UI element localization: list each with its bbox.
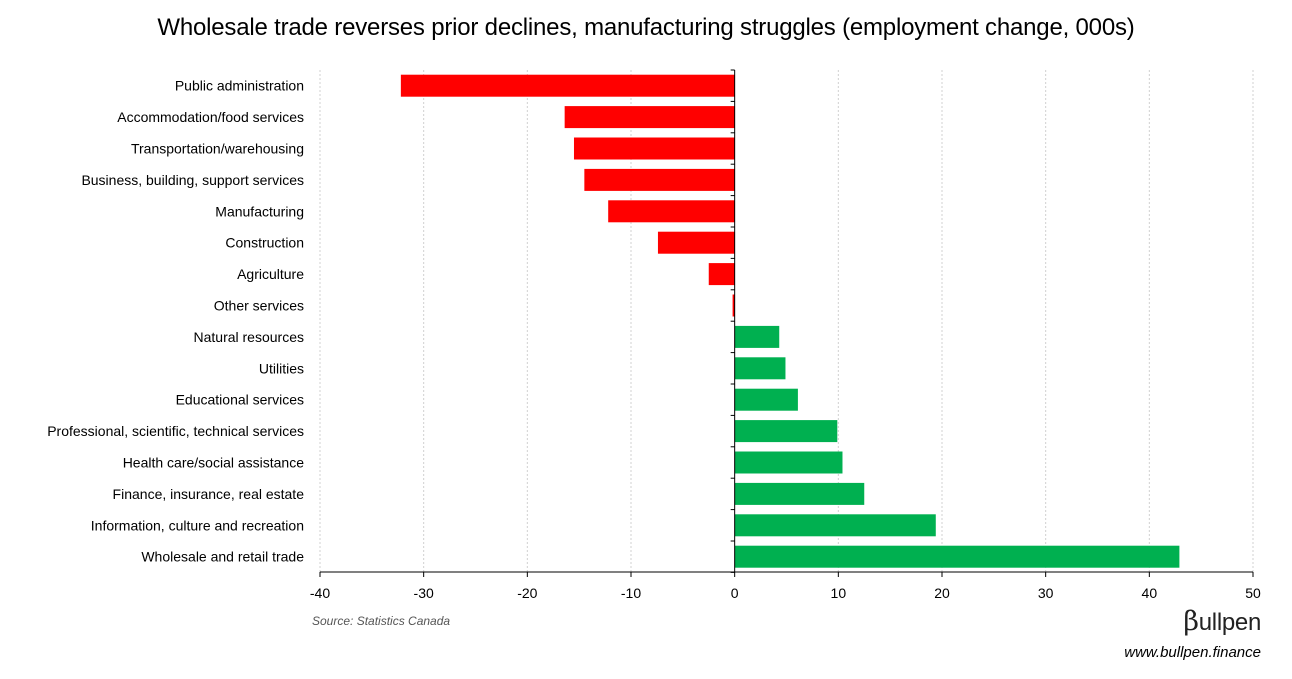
bar — [584, 168, 735, 191]
brand-url: www.bullpen.finance — [1124, 644, 1261, 661]
bar — [657, 231, 735, 254]
category-label: Manufacturing — [215, 203, 304, 219]
category-label: Natural resources — [194, 329, 305, 345]
bar — [734, 420, 838, 443]
category-label: Health care/social assistance — [123, 455, 305, 471]
chart-title: Wholesale trade reverses prior declines,… — [157, 14, 1135, 41]
category-label: Other services — [214, 298, 304, 314]
x-tick-label: 0 — [731, 585, 739, 601]
category-label: Construction — [225, 235, 304, 251]
category-label: Public administration — [175, 78, 304, 94]
bar — [608, 200, 735, 223]
x-tick-label: 30 — [1038, 585, 1054, 601]
bar — [734, 482, 865, 505]
category-label: Business, building, support services — [81, 172, 304, 188]
bar — [573, 137, 735, 160]
source-note: Source: Statistics Canada — [312, 614, 451, 628]
bar — [734, 325, 780, 348]
logo-wordmark: ullpen — [1198, 609, 1262, 636]
category-label: Information, culture and recreation — [91, 517, 304, 533]
x-tick-label: 40 — [1142, 585, 1158, 601]
category-label: Utilities — [259, 360, 304, 376]
x-tick-label: -20 — [517, 585, 537, 601]
bullpen-logo: βullpen — [1183, 606, 1261, 637]
bar — [708, 263, 735, 286]
x-tick-label: -30 — [414, 585, 434, 601]
x-tick-label: 10 — [831, 585, 847, 601]
bar — [564, 106, 735, 129]
bar — [732, 294, 735, 317]
x-tick-label: 50 — [1245, 585, 1261, 601]
category-label: Accommodation/food services — [117, 109, 304, 125]
x-tick-label: 20 — [934, 585, 950, 601]
category-label: Transportation/warehousing — [131, 141, 304, 157]
bar — [734, 514, 936, 537]
category-label: Wholesale and retail trade — [141, 549, 304, 565]
bar — [400, 74, 735, 97]
x-tick-label: -40 — [310, 585, 330, 601]
bar — [734, 545, 1180, 568]
bar — [734, 451, 843, 474]
x-tick-label: -10 — [621, 585, 641, 601]
logo-beta-glyph: β — [1183, 606, 1199, 637]
bar — [734, 388, 798, 411]
category-label: Educational services — [176, 392, 304, 408]
category-label: Finance, insurance, real estate — [113, 486, 305, 502]
category-label: Agriculture — [237, 266, 304, 282]
category-label: Professional, scientific, technical serv… — [47, 423, 304, 439]
bar — [734, 357, 786, 380]
